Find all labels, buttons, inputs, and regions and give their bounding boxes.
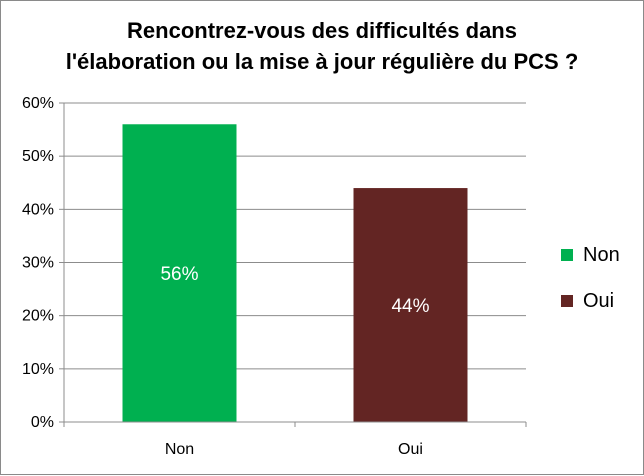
- bar: [353, 188, 468, 422]
- bar: [122, 124, 237, 423]
- legend-item-oui: Oui: [561, 288, 620, 314]
- y-tick-label: 50%: [22, 148, 54, 165]
- y-tick-label: 30%: [22, 255, 54, 272]
- y-tick-label: 20%: [22, 308, 54, 325]
- data-label: 56%: [160, 264, 198, 285]
- x-tick-label: Non: [165, 441, 194, 458]
- legend: Non Oui: [561, 242, 620, 334]
- legend-item-non: Non: [561, 242, 620, 268]
- y-tick-label: 60%: [22, 95, 54, 112]
- legend-label-oui: Oui: [583, 289, 615, 312]
- legend-label-non: Non: [583, 243, 620, 266]
- chart-title: Rencontrez-vous des difficultés dans l'é…: [65, 18, 579, 74]
- legend-swatch-non: [561, 249, 573, 261]
- y-tick-label: 0%: [31, 414, 54, 431]
- y-tick-label: 40%: [22, 201, 54, 218]
- x-tick-label: Oui: [398, 441, 423, 458]
- data-label: 44%: [391, 296, 429, 317]
- legend-swatch-oui: [561, 295, 573, 307]
- y-tick-label: 10%: [22, 361, 54, 378]
